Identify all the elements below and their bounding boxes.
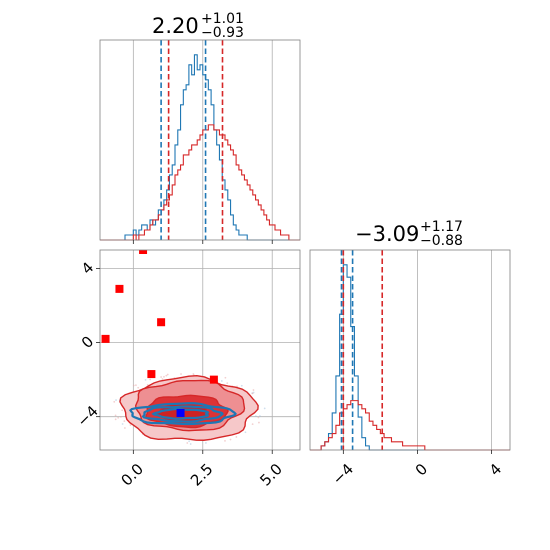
sample-point <box>135 384 137 387</box>
sample-point <box>263 407 266 410</box>
sample-point <box>166 373 169 376</box>
param-1-title: −3.09 <box>355 222 419 246</box>
sample-point <box>123 427 126 429</box>
sample-point <box>257 416 260 419</box>
sample-point <box>120 415 122 418</box>
sample-point <box>220 380 223 382</box>
sample-point <box>149 378 152 381</box>
red-marker-4 <box>147 370 156 379</box>
red-marker-1 <box>115 284 124 293</box>
sample-point <box>117 416 120 419</box>
red-marker-0 <box>101 334 110 343</box>
sample-point <box>121 409 124 412</box>
sample-point <box>115 399 117 401</box>
sample-point <box>229 438 232 441</box>
red-marker-3 <box>157 318 166 327</box>
sample-point <box>224 376 227 379</box>
sample-point <box>251 392 254 395</box>
red-marker-5 <box>209 375 218 384</box>
sample-point <box>121 423 124 425</box>
sample-point <box>114 418 117 421</box>
sample-point <box>240 384 243 387</box>
sample-point <box>251 423 254 426</box>
param-0-value: 2.20 <box>152 14 199 38</box>
sample-point <box>186 442 189 444</box>
param-1-lower-error: −0.88 <box>420 233 463 249</box>
sample-point <box>226 382 229 384</box>
sample-point <box>189 443 192 445</box>
sample-point <box>160 376 163 378</box>
param-1-upper-error: +1.17 <box>420 219 463 235</box>
sample-point <box>113 400 116 403</box>
sample-point <box>235 436 238 438</box>
sample-point <box>114 414 117 417</box>
param-0-title: 2.20 <box>152 14 199 38</box>
sample-point <box>129 424 132 426</box>
sample-point <box>180 373 182 375</box>
sample-point <box>132 384 135 387</box>
sample-point <box>259 415 261 417</box>
blue-density-contour-1 <box>141 405 224 423</box>
sample-point <box>192 373 195 375</box>
sample-point <box>161 378 164 380</box>
param-0-upper-error: +1.01 <box>201 11 244 27</box>
sample-point <box>188 440 191 443</box>
blue-marker-0 <box>176 408 185 417</box>
sample-point <box>165 374 168 377</box>
histogram-param-0-series-1 <box>100 124 300 241</box>
sample-point <box>224 439 226 442</box>
marginal-histogram-param-1: −4 0 4 <box>309 249 511 488</box>
param-0-lower-error: −0.93 <box>201 25 244 41</box>
blue-density-contour-0 <box>129 402 237 426</box>
sample-point <box>252 389 255 391</box>
sample-point <box>163 375 165 378</box>
sample-point <box>244 431 247 434</box>
sample-point <box>137 386 140 389</box>
sample-point <box>144 378 147 381</box>
sample-point <box>123 420 126 422</box>
marginal-histogram-param-0 <box>99 39 301 244</box>
sample-point <box>258 421 260 424</box>
sample-point <box>205 442 207 444</box>
sample-point <box>254 415 257 418</box>
red-marker-2 <box>139 250 148 254</box>
blue-density-contour-2 <box>151 407 210 420</box>
param-1-value: −3.09 <box>355 222 419 246</box>
